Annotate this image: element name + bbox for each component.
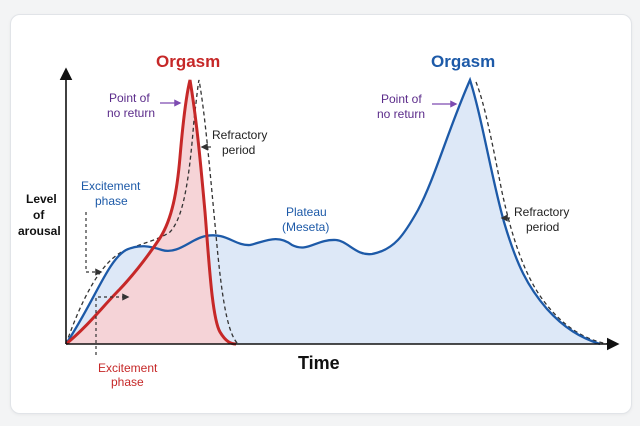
y-axis-label-line-2: of	[33, 208, 45, 222]
excitement-bottom-line-2: phase	[111, 375, 144, 389]
x-axis-label: Time	[298, 353, 340, 373]
right-peak-label: Orgasm	[431, 52, 495, 71]
refractory-right-line-1: Refractory	[514, 205, 569, 219]
red-arousal-curve	[65, 79, 237, 346]
left-curve-fill	[66, 80, 236, 344]
y-axis-label-line-3: arousal	[18, 224, 61, 238]
refractory-left-line-2: period	[222, 143, 255, 157]
diagram-card	[10, 14, 632, 414]
excitement-top-line-1: Excitement	[81, 179, 141, 193]
refractory-left-line-1: Refractory	[212, 128, 267, 142]
blue-arousal-curve	[65, 76, 601, 346]
point-no-return-left-line-1: Point of	[109, 91, 150, 105]
point-no-return-left-line-2: no return	[107, 106, 155, 120]
point-no-return-right-line-2: no return	[377, 107, 425, 121]
left-peak-label: Orgasm	[156, 52, 220, 71]
refractory-right-line-2: period	[526, 220, 559, 234]
excitement-top-guide	[85, 212, 103, 276]
point-no-return-right-line-1: Point of	[381, 92, 422, 106]
plateau-line-1: Plateau	[286, 205, 327, 219]
excitement-bottom-line-1: Excitement	[98, 361, 158, 375]
right-dashed-curve	[475, 81, 609, 345]
y-axis-label-line-1: Level	[26, 192, 57, 206]
excitement-top-line-2: phase	[95, 194, 128, 208]
excitement-bottom-guide	[95, 293, 130, 355]
plateau-line-2: (Meseta)	[282, 220, 329, 234]
